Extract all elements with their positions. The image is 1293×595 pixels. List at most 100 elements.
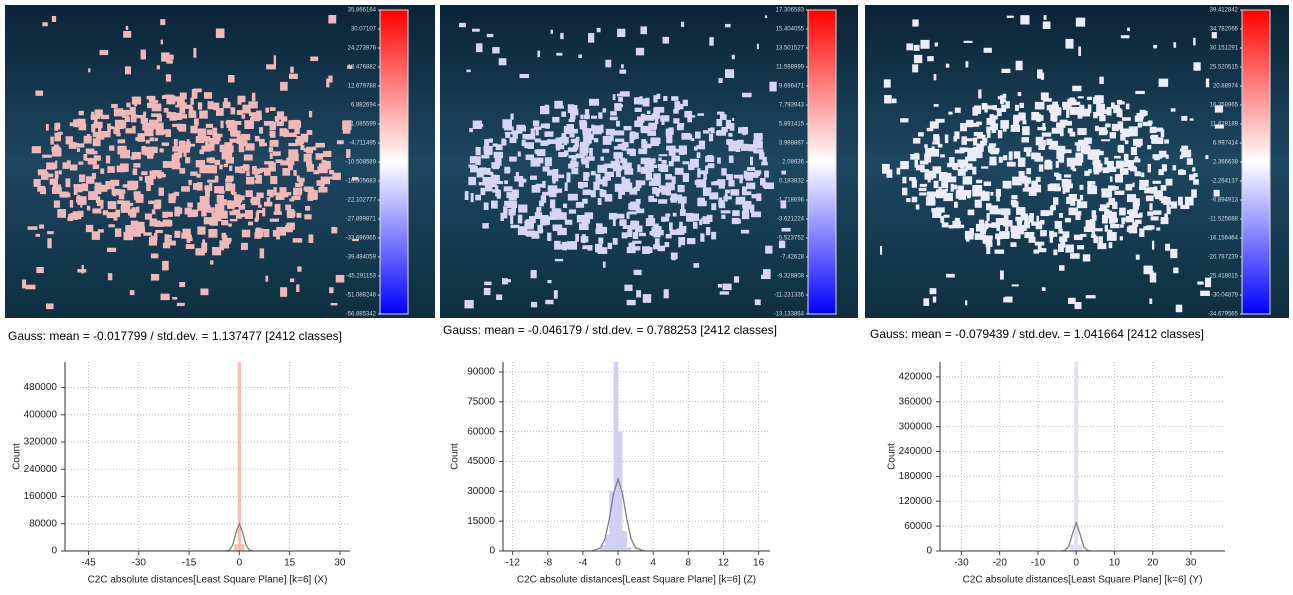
building	[122, 115, 129, 118]
building	[1054, 232, 1057, 237]
building	[566, 172, 570, 182]
building	[111, 104, 118, 108]
building	[125, 128, 132, 133]
building	[524, 220, 533, 229]
building	[118, 139, 126, 143]
building	[1087, 97, 1092, 100]
building	[194, 118, 199, 125]
building	[164, 108, 169, 113]
building	[179, 141, 185, 149]
building	[912, 64, 918, 72]
building	[295, 183, 302, 187]
building	[1077, 128, 1086, 135]
building	[955, 108, 961, 113]
building	[600, 189, 604, 197]
building	[57, 209, 66, 218]
building	[634, 187, 640, 191]
building	[957, 159, 965, 166]
y-tick-label: 400000	[24, 409, 58, 420]
building	[186, 244, 195, 249]
building	[310, 57, 318, 62]
building	[238, 96, 245, 103]
building	[142, 123, 150, 131]
building	[178, 124, 186, 132]
building	[1077, 201, 1087, 208]
building	[981, 166, 988, 168]
building	[655, 116, 658, 124]
building	[469, 128, 473, 132]
building	[1019, 103, 1023, 108]
building	[641, 167, 651, 174]
building	[1200, 291, 1210, 296]
building	[139, 177, 142, 181]
y-tick-label: 240000	[24, 464, 58, 475]
building	[55, 160, 57, 168]
building	[1003, 297, 1010, 302]
building	[687, 117, 692, 122]
building	[1033, 249, 1039, 253]
building	[945, 135, 948, 144]
building	[964, 41, 973, 43]
building	[1097, 243, 1106, 249]
building	[884, 79, 891, 87]
building	[1151, 216, 1159, 220]
building	[1176, 305, 1183, 313]
building	[561, 111, 566, 116]
building	[1115, 174, 1123, 182]
building	[258, 205, 262, 208]
building	[756, 193, 761, 201]
building	[120, 150, 130, 159]
building	[605, 194, 613, 202]
building	[269, 140, 278, 147]
building	[615, 139, 624, 142]
building	[987, 118, 991, 122]
building	[934, 104, 939, 107]
building	[1024, 147, 1032, 152]
building	[661, 160, 666, 164]
colorbar-tick-label: -27.899871	[346, 217, 377, 223]
x-axis-label: C2C absolute distances[Least Square Plan…	[517, 575, 756, 586]
building	[82, 183, 89, 191]
building	[84, 136, 92, 144]
building	[591, 171, 596, 175]
building	[582, 152, 587, 156]
building	[620, 158, 625, 163]
building	[143, 232, 151, 235]
building	[1110, 224, 1119, 228]
building	[554, 290, 558, 298]
building	[695, 131, 701, 138]
building	[109, 145, 114, 150]
building	[991, 205, 998, 211]
building	[480, 188, 485, 195]
building	[610, 111, 617, 115]
building	[172, 162, 179, 167]
building	[569, 119, 575, 122]
building	[56, 123, 60, 130]
building	[270, 219, 279, 222]
building	[1036, 216, 1039, 223]
building	[545, 300, 553, 304]
colorbar-tick-label: -22.102777	[346, 198, 377, 204]
building	[617, 170, 620, 175]
colorbar-tick-label: 30.151291	[1210, 46, 1239, 52]
building	[943, 223, 947, 226]
building	[972, 185, 982, 192]
building	[721, 168, 726, 175]
building	[509, 157, 517, 162]
building	[80, 203, 82, 207]
building	[717, 179, 725, 185]
building	[902, 177, 906, 184]
building	[316, 180, 324, 186]
building	[151, 113, 161, 117]
colorbar-tick-label: -1.718696	[777, 198, 805, 204]
building	[742, 211, 749, 220]
building	[547, 216, 550, 225]
building	[912, 197, 918, 203]
building	[705, 156, 714, 162]
building	[242, 105, 250, 114]
x-tick-label: -30	[954, 558, 969, 569]
building	[1133, 139, 1143, 146]
building	[591, 116, 597, 119]
building	[1053, 250, 1057, 256]
building	[1156, 137, 1163, 144]
